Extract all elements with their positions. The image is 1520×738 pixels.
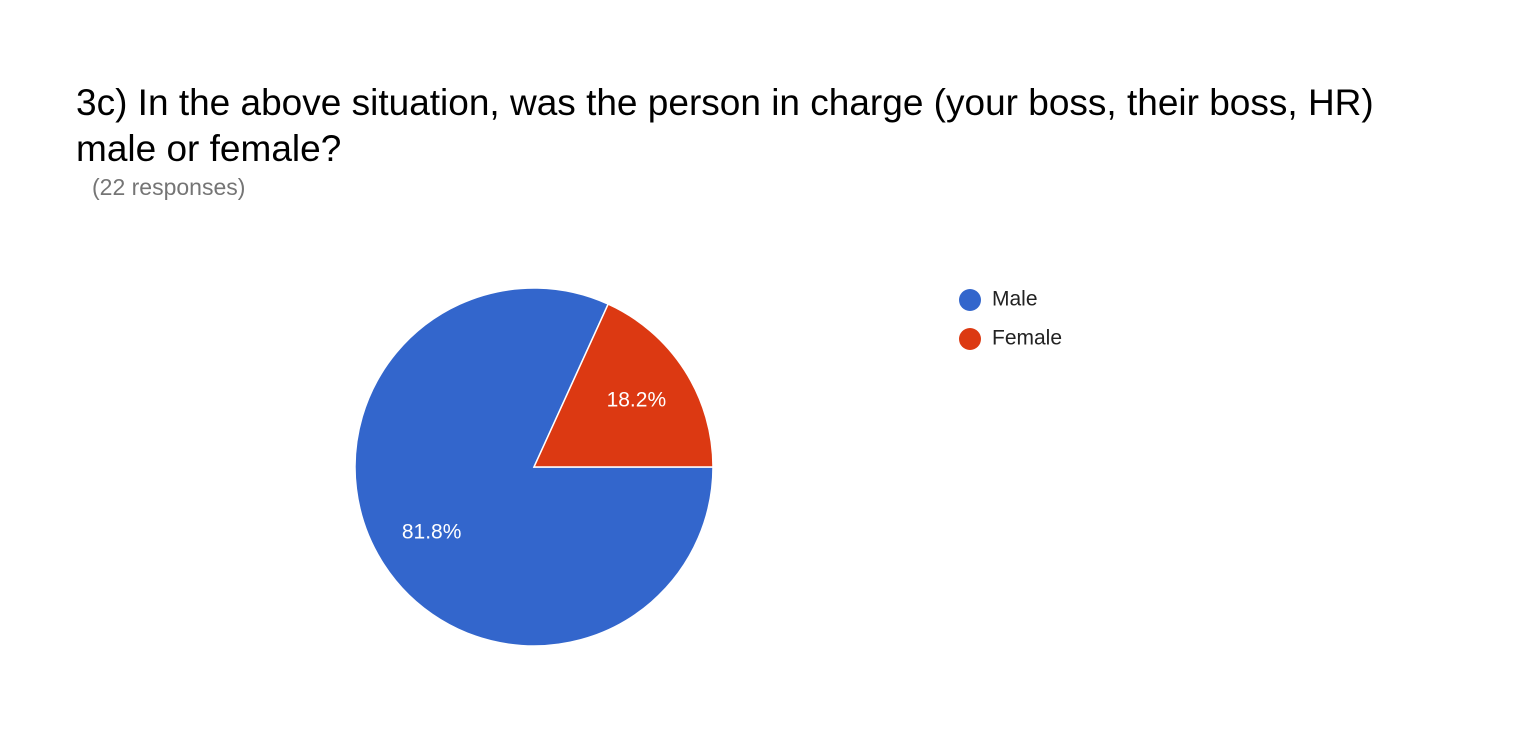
legend-marker: [959, 328, 981, 350]
slice-label: 81.8%: [402, 520, 462, 543]
pie-slice: [354, 287, 714, 647]
chart-title: 3c) In the above situation, was the pers…: [76, 82, 1374, 169]
legend-label: Male: [992, 288, 1038, 311]
chart-subtitle: (22 responses): [92, 174, 246, 200]
legend-marker: [959, 289, 981, 311]
legend-label: Female: [992, 327, 1062, 350]
pie-slice: [532, 303, 714, 468]
slice-label: 18.2%: [607, 389, 667, 412]
